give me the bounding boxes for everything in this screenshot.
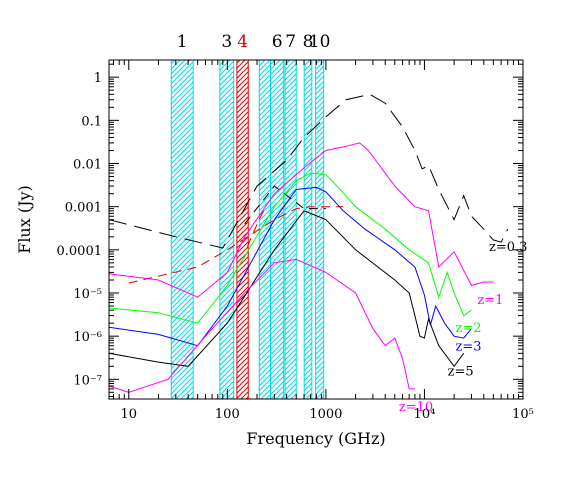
- y-tick-label: 0.1: [81, 114, 102, 129]
- band-6: [270, 59, 285, 400]
- labels: Frequency (GHz) Flux (Jy) 1 3 4 6 7 810z=0.3z…: [15, 32, 534, 448]
- sed-curves: [108, 93, 509, 393]
- band-label-10: 10: [309, 32, 331, 52]
- x-tick-label: 10⁵: [512, 407, 534, 422]
- series-z-0-3: [108, 93, 509, 249]
- band-10: [315, 59, 325, 400]
- y-tick-label: 0.01: [73, 158, 102, 173]
- axes: [108, 59, 524, 400]
- y-tick-label: 10⁻⁵: [73, 287, 102, 302]
- series-label-z-10: z=10: [399, 400, 433, 415]
- series-label-z-5: z=5: [448, 364, 474, 379]
- band-4: [236, 59, 249, 400]
- band-label-1: 1: [177, 32, 188, 52]
- series-label-z-2: z=2: [455, 321, 481, 336]
- series-label-z-3: z=3: [455, 340, 481, 355]
- band-label-3: 3: [221, 32, 232, 52]
- series-z-3: [108, 186, 472, 347]
- frequency-bands: [170, 59, 325, 400]
- series-z-1: [108, 142, 494, 298]
- series-curve-2: [128, 206, 344, 284]
- series-label-z-0-3: z=0.3: [489, 240, 527, 255]
- y-tick-label: 1: [94, 71, 102, 86]
- band-7: [284, 59, 297, 400]
- series-z-10: [108, 258, 415, 393]
- band-label-4: 4: [237, 32, 248, 52]
- band-8: [303, 59, 313, 400]
- y-tick-label: 0.0001: [57, 244, 103, 259]
- series-curve-1: [244, 185, 326, 225]
- x-tick-label: 10⁴: [414, 407, 436, 422]
- series-label-z-1: z=1: [477, 293, 503, 308]
- y-tick-label: 0.001: [65, 201, 102, 216]
- x-tick-label: 100: [215, 407, 240, 422]
- band-label-6: 6: [272, 32, 283, 52]
- y-axis-label: Flux (Jy): [15, 185, 34, 254]
- x-tick-label: 1000: [309, 407, 342, 422]
- band-label-8: 8: [303, 32, 314, 52]
- x-tick-label: 10: [121, 407, 138, 422]
- band-1: [170, 59, 194, 400]
- band-label-7: 7: [285, 32, 296, 52]
- series-z-5: [108, 210, 465, 368]
- band-3: [219, 59, 235, 400]
- series-z-2: [108, 172, 472, 324]
- x-axis-label: Frequency (GHz): [246, 429, 385, 448]
- y-tick-label: 10⁻⁶: [73, 330, 102, 345]
- y-tick-label: 10⁻⁷: [73, 373, 102, 388]
